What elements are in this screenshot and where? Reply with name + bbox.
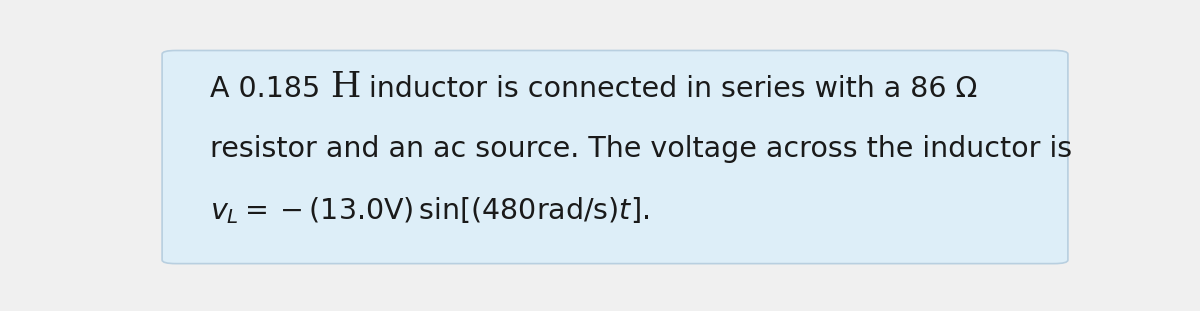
Text: $v_L = -(13.0\mathrm{V})\,\sin[(480\mathrm{rad/s})t].$: $v_L = -(13.0\mathrm{V})\,\sin[(480\math… [210,195,649,226]
Text: inductor is connected in series with a 86 Ω: inductor is connected in series with a 8… [360,75,977,103]
Text: resistor and an ac source. The voltage across the inductor is: resistor and an ac source. The voltage a… [210,135,1073,163]
FancyBboxPatch shape [162,50,1068,264]
Text: A 0.185: A 0.185 [210,75,330,103]
Text: H: H [330,70,360,104]
